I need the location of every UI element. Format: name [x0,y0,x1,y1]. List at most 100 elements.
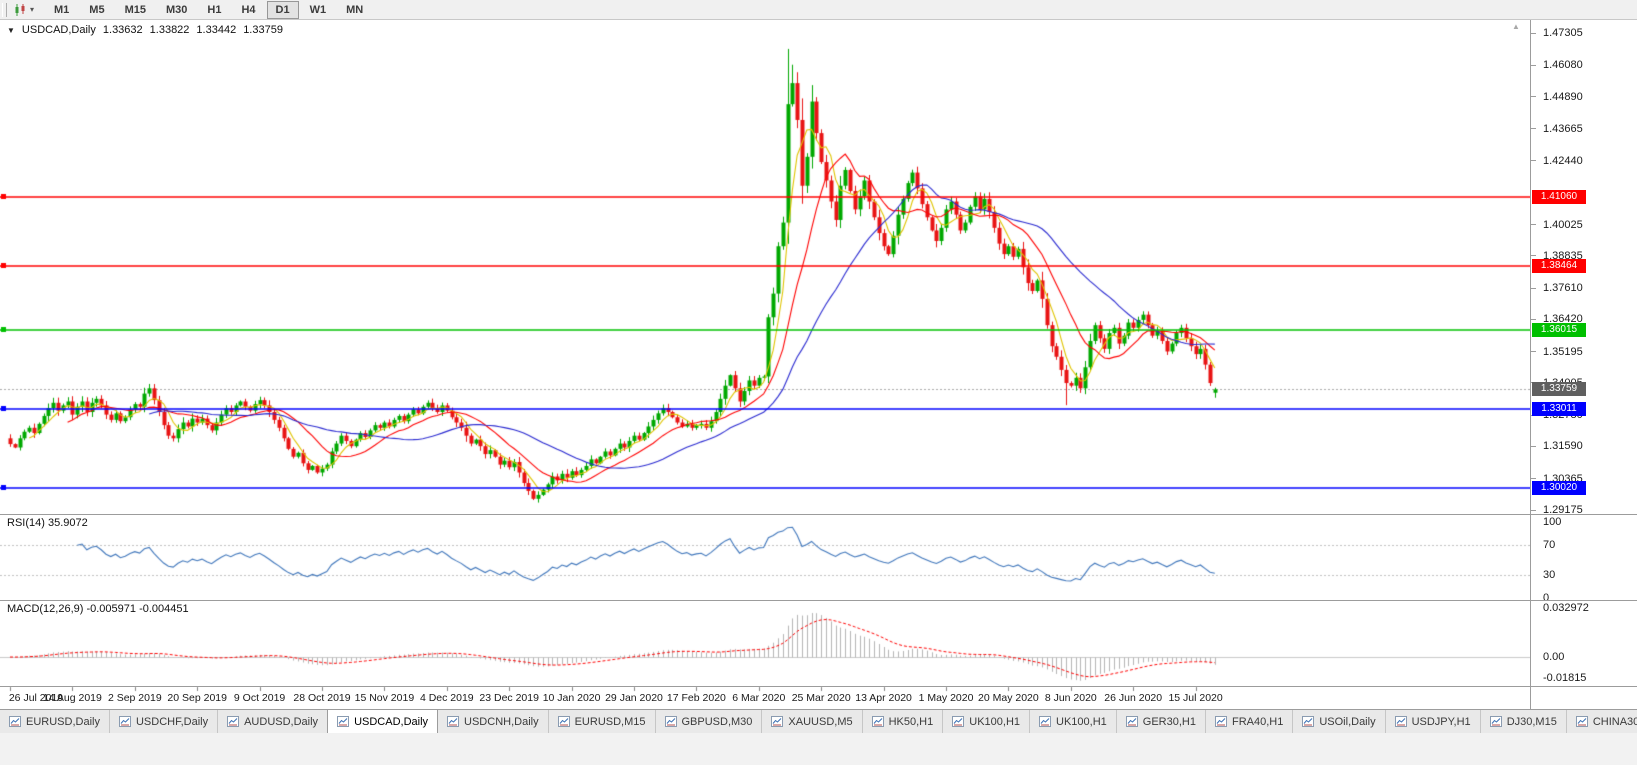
mini-chart-icon [664,716,677,727]
date-axis-label: 13 Apr 2020 [855,692,912,704]
chart-tab-hk50-h1[interactable]: HK50,H1 [863,710,944,733]
date-axis-label: 17 Feb 2020 [666,692,726,704]
chart-tab-label: GER30,H1 [1142,715,1196,728]
date-axis-label: 26 Jul 2019 [8,692,64,704]
chart-tab-label: UK100,H1 [1056,715,1107,728]
timeframe-buttons: M1 M5 M15 M30 H1 H4 D1 W1 MN [44,0,373,19]
price-axis-label: 1.42440 [1543,154,1583,167]
mini-chart-icon [1302,716,1315,727]
chart-symbol-label: USDCAD,Daily [21,24,96,36]
date-axis-label: 25 Mar 2020 [791,692,851,704]
chart-tab-label: USDCHF,Daily [135,715,209,728]
timeframe-button-m1[interactable]: M1 [54,3,70,16]
date-axis-label: 26 Jun 2020 [1104,692,1163,704]
mini-chart-icon [771,716,784,727]
chart-tab-ger30-h1[interactable]: GER30,H1 [1117,710,1206,733]
rsi-axis-label: 70 [1543,538,1556,551]
price-tick-mark [1531,96,1536,98]
chart-tab-label: FRA40,H1 [1231,715,1284,728]
date-axis-label: 23 Dec 2019 [479,692,539,704]
timeframe-button-w1[interactable]: W1 [309,3,327,16]
chart-tab-eurusd-m15[interactable]: EURUSD,M15 [549,710,656,733]
macd-axis-label: -0.01815 [1543,672,1587,684]
price-chart-canvas[interactable] [0,20,1530,709]
mini-chart-icon [118,716,131,727]
price-axis[interactable]: 1.47305 1.46080 1.44890 1.43665 1.42440 1.400… [1530,20,1637,709]
rsi-axis-label: 100 [1543,516,1562,528]
chart-tab-usoil-daily[interactable]: USOil,Daily [1293,710,1386,733]
mini-chart-icon [1214,716,1227,727]
chart-tab-xauusd-m5[interactable]: XAUUSD,M5 [762,710,863,733]
chart-shift-marker-icon[interactable]: ▲ [1512,22,1520,31]
chart-tab-eurusd-daily[interactable]: EURUSD,Daily [0,710,110,733]
price-axis-label: 1.47305 [1543,27,1583,39]
chart-info-bar: ▼ USDCAD,Daily 1.33632 1.33822 1.33442 1… [7,24,283,36]
chart-tab-label: USDCNH,Daily [464,715,539,728]
timeframe-button-d1[interactable]: D1 [266,0,299,19]
timeframe-button-mn[interactable]: MN [346,3,364,16]
price-tick-mark [1531,255,1536,257]
timeframe-button-h4[interactable]: H4 [241,3,256,16]
mini-chart-icon [1575,716,1588,727]
chart-tab-label: CHINA300,H4 [1592,715,1637,728]
mini-chart-icon [447,716,460,727]
one-click-trading-caret-icon[interactable]: ▼ [7,25,15,35]
chart-tab-gbpusd-m30[interactable]: GBPUSD,M30 [656,710,763,733]
mini-chart-icon [871,716,884,727]
chart-tab-bar: EURUSD,Daily USDCHF,Daily AUDUSD,Daily USDC… [0,709,1637,733]
price-tick-mark [1531,128,1536,130]
timeframe-button-m15[interactable]: M15 [124,3,146,16]
ohlc-close-value: 1.33759 [243,24,283,36]
date-axis-label: 4 Dec 2019 [419,692,474,704]
price-tick-mark [1531,287,1536,289]
date-axis-label: 15 Nov 2019 [354,692,415,704]
chart-tab-usdcnh-daily[interactable]: USDCNH,Daily [438,710,549,733]
timeframe-button-m30[interactable]: M30 [165,3,188,16]
chart-tab-usdchf-daily[interactable]: USDCHF,Daily [110,710,219,733]
chart-tab-audusd-daily[interactable]: AUDUSD,Daily [218,710,329,733]
timeframe-button-m5[interactable]: M5 [89,3,105,16]
price-tick-mark [1531,351,1536,353]
price-axis-label: 1.43665 [1543,122,1583,135]
ohlc-high-value: 1.33822 [149,24,190,36]
price-tick-mark [1531,478,1536,480]
date-axis-label: 2 Sep 2019 [107,692,162,704]
price-tick-mark [1531,32,1536,34]
date-axis-label: 6 Mar 2020 [732,692,786,704]
chart-tab-dj30-m15[interactable]: DJ30,M15 [1481,710,1567,733]
toolbar-grip[interactable] [2,2,7,17]
chart-tab-label: EURUSD,Daily [26,715,100,728]
price-tick-mark [1531,224,1536,226]
panel-divider[interactable] [0,514,1637,515]
panel-divider[interactable] [0,686,1637,687]
chart-tab-label: XAUUSD,M5 [788,715,853,728]
price-axis-label: 1.40025 [1543,218,1583,231]
chart-tab-fra40-h1[interactable]: FRA40,H1 [1206,710,1294,733]
price-axis-label: 1.31590 [1543,440,1583,453]
chart-tab-label: USOil,Daily [1319,715,1376,728]
panel-divider[interactable] [0,600,1637,601]
chart-tab-label: UK100,H1 [969,715,1021,728]
chart-dropdown-caret-icon[interactable]: ▾ [30,5,35,14]
date-axis-label: 28 Oct 2019 [293,692,351,704]
timeframe-toolbar: ▾ M1 M5 M15 M30 H1 H4 D1 W1 MN [0,0,1637,20]
price-axis-label: 1.36420 [1543,313,1583,326]
price-tick-mark [1531,318,1536,320]
price-axis-label: 1.35195 [1543,345,1583,358]
chart-tab-usdjpy-h1[interactable]: USDJPY,H1 [1386,710,1481,733]
chart-tab-usdcad-daily[interactable]: USDCAD,Daily [328,710,439,733]
time-axis[interactable]: 26 Jul 2019 14 Aug 2019 2 Sep 2019 20 Sep 2… [0,689,1530,709]
ohlc-low-value: 1.33442 [196,24,237,36]
chart-tab-uk100-h1[interactable]: UK100,H1 [943,710,1031,733]
chart-tab-uk100-h1[interactable]: UK100,H1 [1030,710,1117,733]
date-axis-label: 15 Jul 2020 [1168,692,1223,704]
chart-tab-china300-h4[interactable]: CHINA300,H4 [1567,710,1637,733]
chart-tab-label: DJ30,M15 [1506,715,1557,728]
chart-icon[interactable] [13,3,28,17]
macd-axis-label: 0.032972 [1543,602,1589,614]
rsi-axis-label: 0 [1543,592,1550,604]
timeframe-button-h1[interactable]: H1 [207,3,222,16]
mini-chart-icon [1125,716,1138,727]
hline-price-badge: 1.30020 [1532,480,1586,495]
